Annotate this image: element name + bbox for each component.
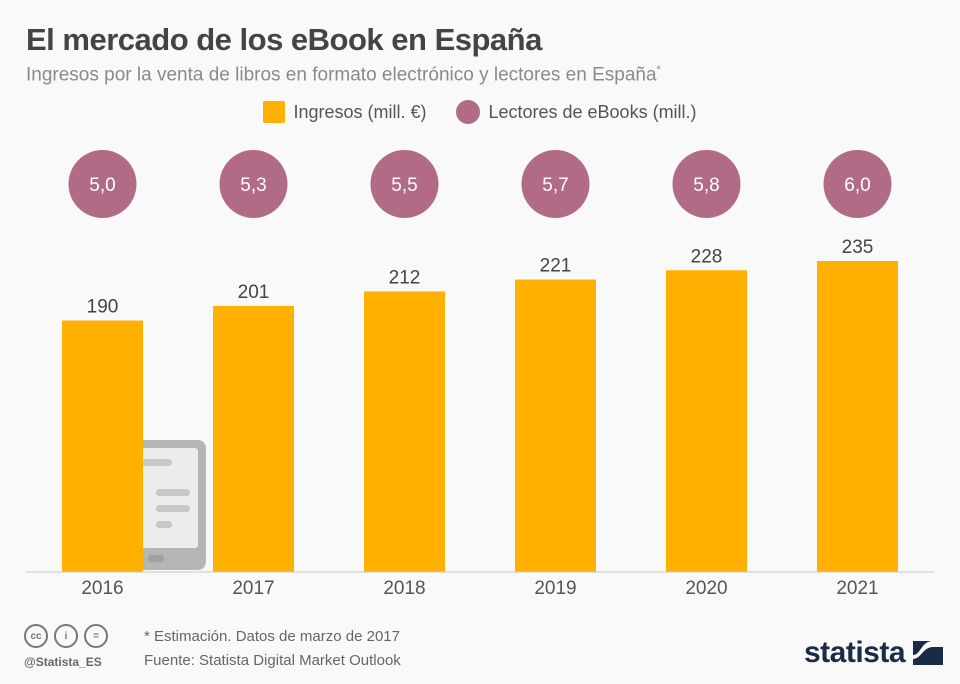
lectores-value-label: 5,5: [391, 175, 417, 196]
source-note: Fuente: Statista Digital Market Outlook: [144, 652, 401, 669]
lectores-badge-2017: [219, 150, 288, 218]
brand-wordmark: statista: [804, 636, 906, 669]
bar-ingresos-2017: [213, 305, 294, 572]
legend-item-lectores: Lectores de eBooks (mill.): [456, 100, 697, 124]
lectores-badge-2020: [672, 150, 741, 218]
lectores-badge-2018: [370, 150, 439, 218]
bar-value-label: 212: [389, 267, 421, 288]
legend-label: Lectores de eBooks (mill.): [488, 101, 697, 122]
x-tick-label: 2018: [383, 578, 425, 599]
by-icon[interactable]: i: [54, 624, 78, 648]
legend-item-ingresos: Ingresos (mill. €): [263, 100, 426, 124]
bar-ingresos-2019: [515, 279, 596, 572]
statista-logo[interactable]: statista: [804, 636, 944, 670]
bar-value-label: 190: [87, 297, 119, 318]
lectores-badge-2019: [521, 150, 590, 218]
x-tick-label: 2017: [232, 578, 274, 599]
subtitle-footnote-mark: *: [656, 64, 661, 76]
twitter-handle[interactable]: @Statista_ES: [24, 655, 102, 669]
lectores-value-label: 5,0: [89, 175, 115, 196]
lectores-value-label: 6,0: [844, 175, 870, 196]
lectores-value-label: 5,3: [240, 175, 266, 196]
chart-title: El mercado de los eBook en España: [26, 22, 542, 57]
bar-ingresos-2016: [62, 320, 143, 572]
bar-value-label: 235: [842, 237, 874, 258]
x-tick-label: 2019: [534, 578, 576, 599]
bar-value-label: 228: [691, 246, 723, 267]
bar-value-label: 201: [238, 282, 270, 303]
footnote: * Estimación. Datos de marzo de 2017: [144, 628, 400, 645]
statista-mark-icon: [913, 641, 944, 665]
x-tick-label: 2020: [685, 578, 727, 599]
cc-icon[interactable]: cc: [24, 624, 48, 648]
x-tick-label: 2021: [836, 578, 878, 599]
lectores-badge-2016: [68, 150, 137, 218]
legend-square-swatch: [263, 101, 286, 123]
x-tick-label: 2016: [81, 578, 123, 599]
lectores-value-label: 5,7: [542, 175, 568, 196]
license-icons: cc i =: [24, 624, 108, 648]
chart-subtitle: Ingresos por la venta de libros en forma…: [26, 64, 661, 86]
bar-ingresos-2020: [666, 270, 747, 572]
legend-label: Ingresos (mill. €): [293, 101, 427, 122]
legend: Ingresos (mill. €) Lectores de eBooks (m…: [0, 100, 960, 124]
legend-circle-swatch: [456, 100, 481, 124]
subtitle-text: Ingresos por la venta de libros en forma…: [26, 64, 657, 86]
bar-value-label: 221: [540, 256, 572, 277]
lectores-badge-2021: [823, 150, 892, 218]
bar-ingresos-2021: [817, 261, 898, 572]
bar-ingresos-2018: [364, 291, 445, 572]
nd-icon[interactable]: =: [84, 624, 108, 648]
lectores-value-label: 5,8: [693, 175, 719, 196]
